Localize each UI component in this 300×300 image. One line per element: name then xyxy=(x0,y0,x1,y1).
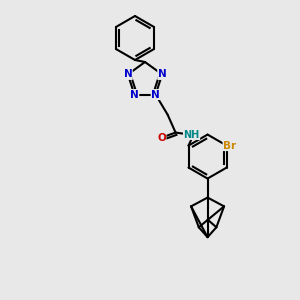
Text: O: O xyxy=(157,133,166,142)
Text: N: N xyxy=(124,69,132,80)
Text: NH: NH xyxy=(184,130,200,140)
Text: N: N xyxy=(158,69,167,80)
Text: N: N xyxy=(130,90,139,100)
Text: Br: Br xyxy=(223,141,236,151)
Text: N: N xyxy=(151,90,160,100)
